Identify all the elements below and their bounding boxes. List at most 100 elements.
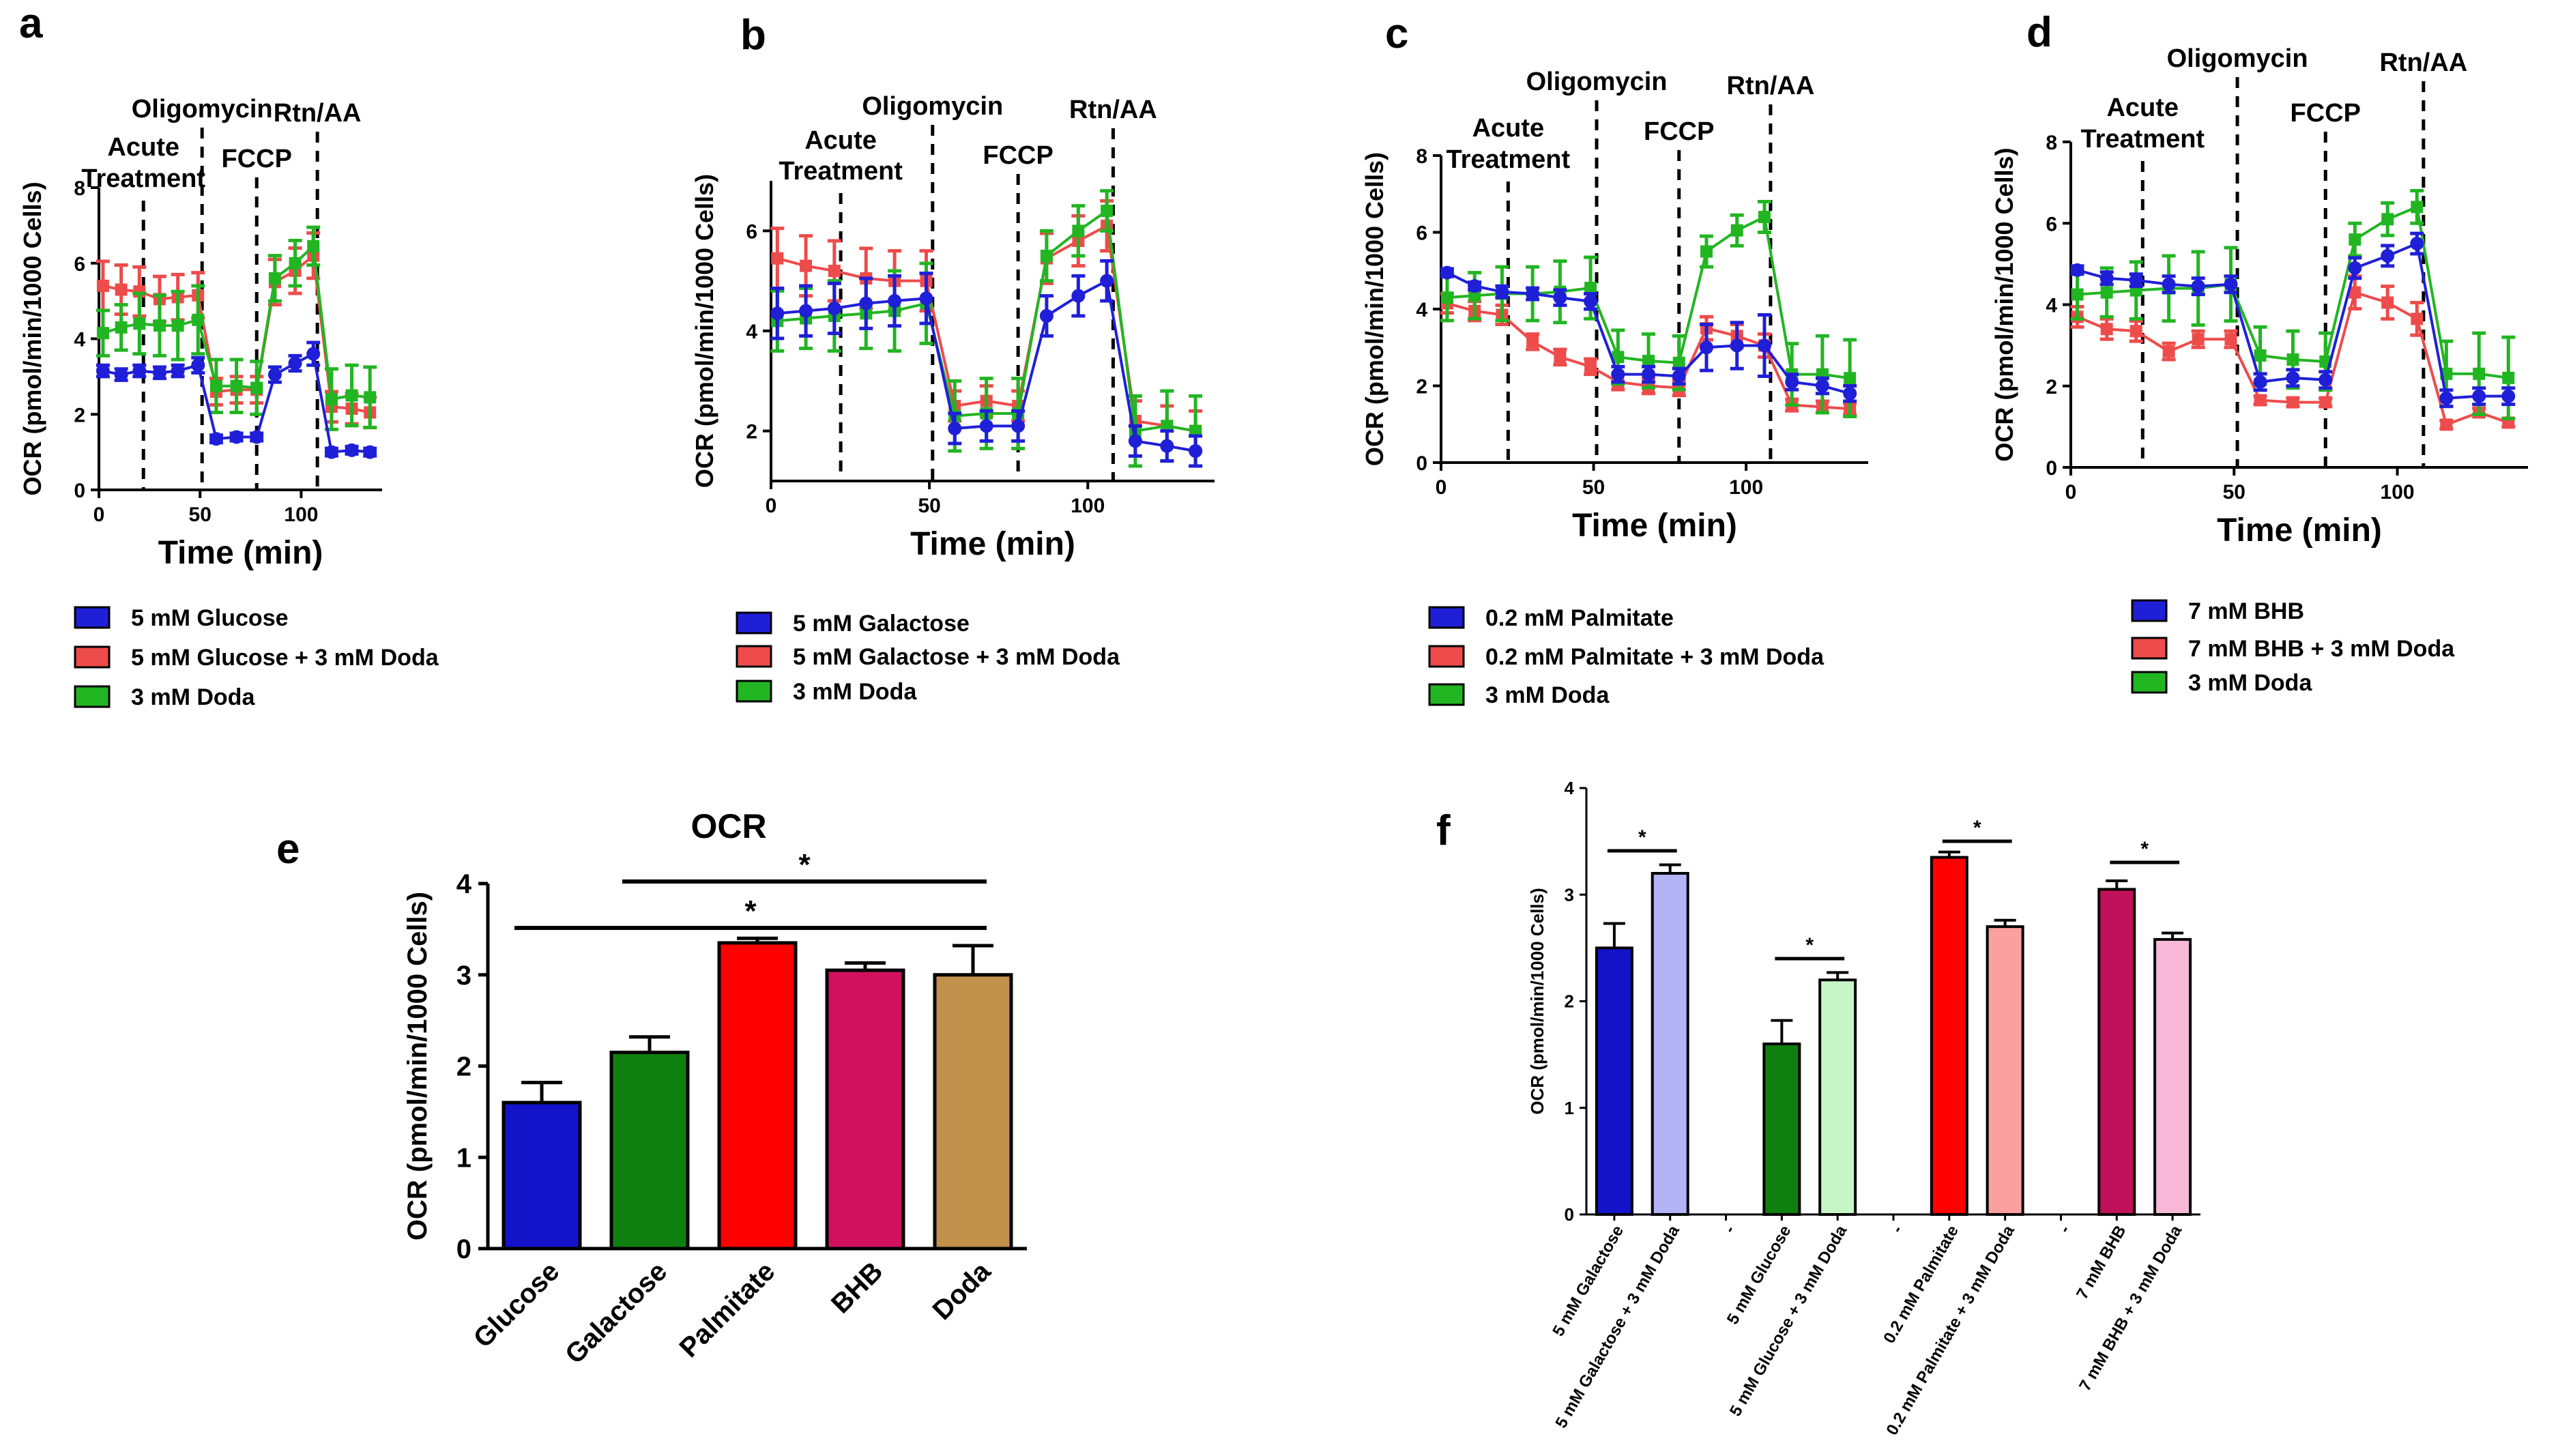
bar xyxy=(1595,946,1633,1216)
data-point xyxy=(2224,277,2238,291)
data-point xyxy=(2253,375,2267,389)
data-point xyxy=(1440,265,1454,280)
data-point xyxy=(1468,289,1481,302)
y-tick-label: 0 xyxy=(456,1234,471,1264)
marker-label-rtn-aa: Rtn/AA xyxy=(274,99,362,128)
y-tick-label: 4 xyxy=(2046,295,2057,317)
data-point xyxy=(2192,333,2205,346)
bar xyxy=(933,973,1013,1251)
legend-swatch xyxy=(2131,637,2168,660)
panel-letter: e xyxy=(276,826,300,873)
panel-letter: a xyxy=(19,0,43,47)
data-point xyxy=(2071,288,2084,301)
y-tick-label: 1 xyxy=(456,1143,471,1173)
data-point xyxy=(2410,237,2424,251)
marker-label-acute: Acute xyxy=(1472,114,1545,143)
y-axis-label: OCR (pmol/min/1000 Cells) xyxy=(1990,147,2018,461)
data-point xyxy=(1040,250,1053,262)
data-point xyxy=(2224,333,2237,346)
data-point xyxy=(2162,345,2175,358)
x-axis-label: Time (min) xyxy=(158,535,323,571)
data-point xyxy=(1553,291,1567,305)
data-point xyxy=(827,302,841,315)
y-axis-label: OCR (pmol/min/1000 Cells) xyxy=(18,181,46,495)
y-tick-label: 4 xyxy=(456,869,472,899)
data-point xyxy=(1612,351,1625,364)
data-point xyxy=(267,368,282,382)
data-point xyxy=(250,381,263,394)
x-tick-label: Palmitate xyxy=(673,1256,781,1363)
data-point xyxy=(1611,367,1625,381)
data-point xyxy=(2472,389,2486,403)
data-point xyxy=(1584,282,1597,295)
bar xyxy=(1986,925,2024,1216)
data-point xyxy=(2501,389,2516,403)
x-tick-label: Doda xyxy=(927,1256,997,1326)
data-point xyxy=(1071,289,1086,303)
data-point xyxy=(1100,274,1114,288)
bar xyxy=(609,1050,690,1251)
marker-label-acute: Acute xyxy=(804,126,877,155)
data-point xyxy=(2473,367,2486,380)
marker-label-fccp: FCCP xyxy=(221,145,291,173)
data-point xyxy=(192,313,205,326)
series-5-mm-glucose xyxy=(96,340,377,459)
marker-label-oligomycin: Oligomycin xyxy=(862,92,1003,121)
x-axis-label: Time (min) xyxy=(2217,512,2382,549)
data-point xyxy=(2440,418,2453,431)
x-tick-label: 0 xyxy=(93,504,105,526)
y-tick-label: 2 xyxy=(456,1052,471,1082)
y-axis-label: OCR (pmol/min/1000 Cells) xyxy=(691,174,718,488)
data-point xyxy=(2100,323,2113,336)
bar xyxy=(717,941,798,1251)
significance-label: * xyxy=(2140,838,2149,860)
data-point xyxy=(289,257,302,270)
panel-letter: b xyxy=(740,12,766,59)
legend-label: 3 mM Doda xyxy=(131,684,255,710)
data-point xyxy=(1758,211,1771,223)
data-point xyxy=(1072,224,1085,237)
data-point xyxy=(1672,356,1685,369)
bar xyxy=(1930,856,1968,1216)
data-point xyxy=(96,364,110,378)
marker-label-fccp: FCCP xyxy=(1644,117,1714,146)
y-tick-label: 6 xyxy=(746,220,757,243)
data-point xyxy=(1011,419,1026,433)
data-point xyxy=(1526,335,1539,348)
x-tick-label: 5 mM Glucose + 3 mM Doda xyxy=(1726,1222,1851,1420)
significance-label: * xyxy=(744,894,757,928)
data-point xyxy=(1584,294,1598,308)
data-point xyxy=(1642,367,1656,381)
marker-label-fccp: FCCP xyxy=(983,141,1053,170)
marker-label-acute: Acute xyxy=(2106,93,2179,122)
data-point xyxy=(96,327,109,340)
data-point xyxy=(1554,351,1567,364)
data-point xyxy=(919,291,933,306)
legend-label: 3 mM Doda xyxy=(793,679,917,705)
data-point xyxy=(2381,248,2395,263)
data-point xyxy=(325,393,338,406)
marker-label-oligomycin: Oligomycin xyxy=(132,95,273,123)
significance-label: * xyxy=(1973,817,1981,839)
marker-label-oligomycin: Oligomycin xyxy=(2167,44,2308,73)
data-point xyxy=(132,364,147,378)
data-point xyxy=(1815,379,1829,393)
data-point xyxy=(209,379,222,392)
x-axis-label: Time (min) xyxy=(910,526,1075,562)
legend-swatch xyxy=(1428,606,1465,629)
significance-label: * xyxy=(1638,826,1646,849)
data-point xyxy=(2286,353,2299,366)
data-point xyxy=(1160,439,1174,453)
data-point xyxy=(1642,354,1655,367)
x-tick-label: 100 xyxy=(284,504,318,526)
legend-swatch xyxy=(2131,599,2168,622)
x-tick-label: 100 xyxy=(1729,476,1763,499)
y-tick-label: 6 xyxy=(1416,222,1427,245)
x-tick-label: - xyxy=(1888,1223,1906,1236)
data-point xyxy=(1700,340,1714,355)
x-axis-label: Time (min) xyxy=(1572,508,1737,544)
x-tick-label: Galactose xyxy=(559,1256,673,1369)
data-point xyxy=(2319,396,2332,409)
bar-chart-panel-e: e OCR 0 1 2 3 4 OCR (pmol/min/1000 Cells) Glucos… xyxy=(276,807,1027,1370)
